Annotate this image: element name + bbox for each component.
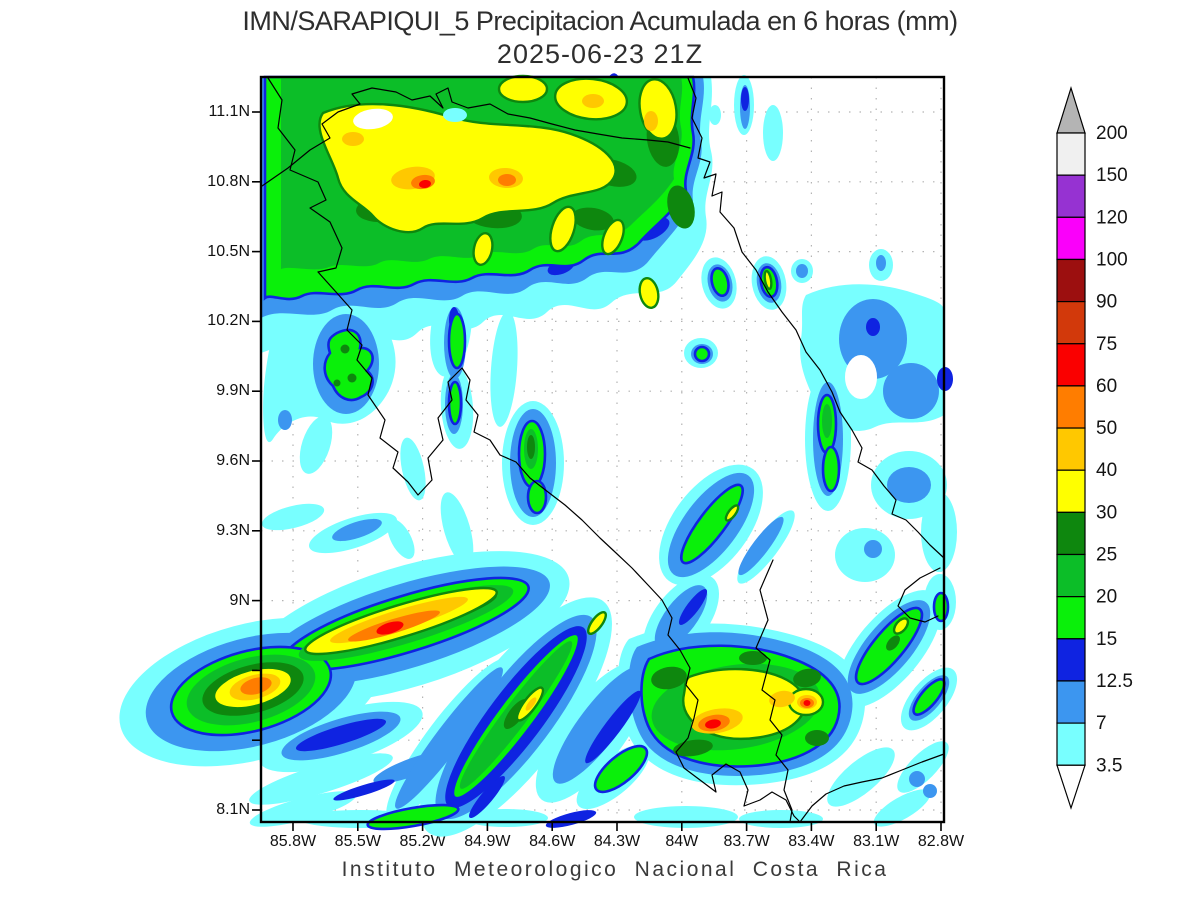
colorbar-tick-label: 90 (1096, 292, 1117, 313)
lon-tick-label: 85.8W (269, 833, 317, 850)
lat-tick-label: 8.1N (216, 801, 250, 818)
lon-tick-label: 84W (665, 833, 699, 850)
colorbar-segments (1056, 132, 1086, 766)
lon-tick-label: 84.6W (529, 833, 576, 850)
colorbar-tick-label: 100 (1096, 250, 1128, 271)
lon-tick-label: 83.4W (788, 833, 835, 850)
lon-tick-label: 84.9W (464, 833, 511, 850)
colorbar-tick-label: 40 (1096, 460, 1117, 481)
lat-tick-label: 9.6N (216, 452, 250, 469)
axis-ticks (252, 111, 942, 831)
colorbar-tick-label: 15 (1096, 629, 1117, 650)
title-block: IMN/SARAPIQUI_5 Precipitacion Acumulada … (0, 6, 1200, 70)
lat-tick-label: 9N (229, 591, 250, 609)
lat-tick-label: 9.3N (216, 521, 250, 539)
coastline (261, 77, 945, 823)
colorbar-tick-label: 150 (1096, 165, 1128, 186)
colorbar-tick-label: 50 (1096, 418, 1117, 439)
colorbar-tick-label: 7 (1096, 713, 1107, 734)
lat-tick-label: 10.8N (207, 172, 250, 190)
lat-tick-label: 10.2N (207, 312, 250, 330)
lat-tick-label: 10.5N (207, 242, 250, 260)
map-frame (259, 75, 946, 824)
colorbar-tick-labels: 200 150 120 100 90 75 60 50 40 30 25 20 … (1096, 123, 1133, 776)
colorbar-tick-label: 60 (1096, 376, 1117, 397)
colorbar-tick-label: 200 (1096, 123, 1128, 144)
lon-tick-label: 85.2W (399, 833, 446, 850)
colorbar-top-arrow (1056, 85, 1086, 134)
precipitation-map (119, 73, 958, 837)
colorbar-tick-label: 20 (1096, 587, 1117, 608)
lat-tick-label: 9.9N (216, 382, 250, 400)
footer-attribution: Instituto Meteorologico Nacional Costa R… (341, 858, 889, 881)
lon-tick-label: 82.8W (917, 833, 965, 850)
lon-tick-label: 85.5W (334, 833, 381, 850)
colorbar-tick-label: 25 (1096, 545, 1117, 566)
lon-tick-label: 83.7W (723, 833, 770, 850)
colorbar-bottom-arrow (1056, 764, 1086, 810)
colorbar: 200 150 120 100 90 75 60 50 40 30 25 20 … (1056, 85, 1133, 810)
lon-tick-label: 84.3W (593, 833, 641, 850)
lon-tick-label: 83.1W (853, 833, 900, 850)
colorbar-tick-label: 75 (1096, 334, 1117, 355)
lat-tick-label: 11.1N (208, 103, 250, 120)
colorbar-tick-label: 3.5 (1096, 755, 1122, 776)
colorbar-tick-label: 12.5 (1096, 671, 1133, 692)
colorbar-tick-label: 30 (1096, 502, 1117, 523)
colorbar-tick-label: 120 (1096, 207, 1128, 228)
page-subtitle: 2025-06-23 21Z (496, 39, 704, 69)
precip-holes (353, 108, 877, 399)
precip-level-60-layer (376, 179, 811, 729)
page-title: IMN/SARAPIQUI_5 Precipitacion Acumulada … (242, 6, 958, 36)
